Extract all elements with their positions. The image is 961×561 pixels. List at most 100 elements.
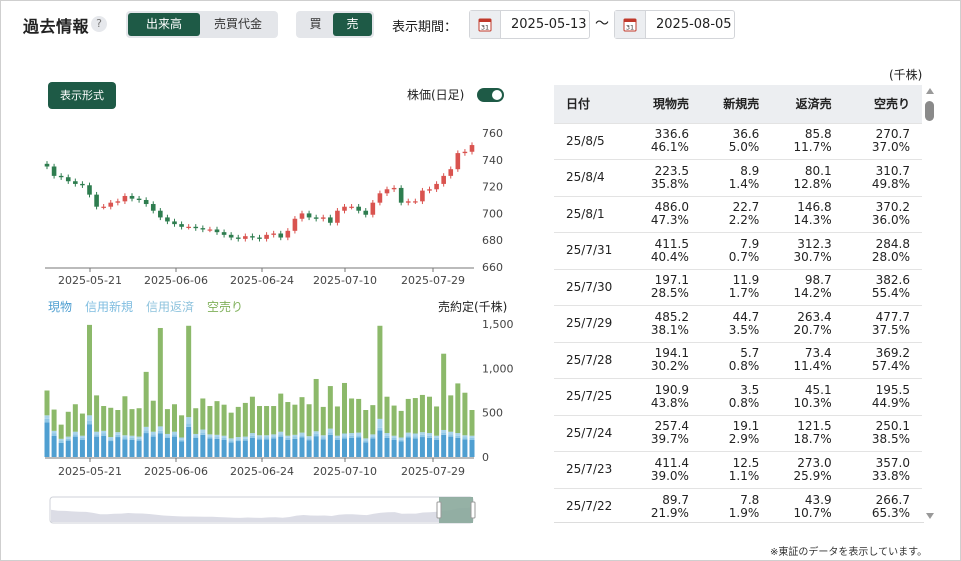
volume-bar-1	[448, 436, 454, 457]
scroll-up-icon[interactable]	[926, 88, 934, 94]
cell-value: 11.9	[732, 273, 760, 288]
volume-bar-1	[419, 437, 425, 457]
row-cell: 357.0 33.8%	[844, 452, 922, 489]
date-to-field[interactable]: 31 2025-08-05	[614, 10, 735, 39]
volume-bar-2	[157, 430, 163, 434]
volume-bar-4	[264, 406, 270, 436]
candle-body	[469, 145, 475, 152]
volume-bar-2	[150, 434, 156, 437]
side-toggle: 買 売	[296, 11, 374, 38]
volume-bar-2	[79, 437, 85, 440]
data-table-container[interactable]: 日付 現物売 新規売 返済売 空売り 25/8/5 336.6 46.1% 36.6 5…	[554, 85, 924, 523]
volume-bar-2	[44, 418, 50, 423]
help-icon[interactable]: ?	[91, 16, 107, 32]
row-cell: 312.3 30.7%	[771, 233, 843, 270]
volume-bar-3	[221, 435, 227, 438]
candle-body	[441, 175, 446, 184]
row-cell: 3.5 0.8%	[701, 379, 771, 416]
volume-bar-2	[349, 435, 355, 438]
candle-body	[342, 206, 347, 211]
candle-body	[44, 163, 50, 167]
volume-bar-2	[108, 439, 114, 442]
metric-toggle: 出来高 売買代金	[126, 11, 278, 38]
candle-body	[143, 200, 149, 205]
volume-bar-1	[434, 439, 440, 457]
volume-bar-3	[115, 432, 121, 435]
side-buy-button[interactable]: 買	[309, 17, 322, 31]
volume-bar-1	[427, 437, 432, 457]
candle-body	[384, 189, 390, 194]
scroll-thumb[interactable]	[925, 101, 934, 121]
row-cell: 370.2 36.0%	[844, 196, 922, 233]
candle-body	[335, 210, 340, 223]
scroll-down-icon[interactable]	[926, 513, 934, 519]
price-toggle-switch[interactable]	[477, 88, 504, 102]
volume-bar-1	[242, 440, 248, 457]
volume-bar-2	[143, 430, 149, 434]
row-cell: 270.7 37.0%	[844, 123, 922, 160]
volume-bar-1	[143, 433, 149, 457]
volume-bar-4	[412, 398, 418, 434]
volume-bar-4	[143, 371, 149, 427]
date-from-field[interactable]: 31 2025-05-13	[469, 10, 590, 39]
volume-bar-1	[285, 439, 291, 457]
volume-bar-2	[306, 438, 312, 441]
volume-bar-4	[398, 410, 404, 438]
table-unit: (千株)	[889, 68, 923, 82]
row-cell: 223.5 35.8%	[625, 160, 701, 197]
volume-bar-4	[108, 407, 114, 438]
candle-body	[448, 169, 454, 176]
volume-bar-4	[242, 402, 248, 437]
row-cell: 382.6 55.4%	[844, 269, 922, 306]
candle-body	[398, 187, 404, 203]
volume-bar-2	[186, 423, 192, 427]
metric-volume-button[interactable]: 出来高	[128, 13, 200, 36]
cell-value: 411.4	[654, 455, 689, 470]
volume-legend: 現物 信用新規 信用返済 空売り	[48, 298, 243, 315]
row-cell: 22.7 2.2%	[701, 196, 771, 233]
price-y-tick: 660	[482, 261, 503, 274]
volume-bar-1	[405, 437, 411, 457]
volume-bar-4	[87, 324, 92, 416]
volume-bar-3	[214, 434, 220, 438]
side-sell-button[interactable]: 売	[333, 13, 372, 36]
metric-turnover-button[interactable]: 売買代金	[213, 17, 262, 31]
volume-bar-4	[427, 396, 432, 434]
volume-bar-3	[228, 438, 234, 441]
table-row: 25/8/4 223.5 35.8% 8.9 1.4% 80.1 12.8% 310.7 49.…	[554, 159, 922, 197]
row-cell: 121.5 18.7%	[771, 415, 843, 452]
calendar-icon[interactable]: 31	[615, 11, 646, 38]
cell-value: 270.7	[875, 127, 910, 142]
volume-bar-4	[370, 405, 376, 435]
calendar-icon[interactable]: 31	[470, 11, 501, 38]
cell-percent: 37.5%	[871, 322, 910, 337]
legend-shinki[interactable]: 信用新規	[85, 300, 134, 314]
volume-bar-2	[377, 427, 383, 431]
candle-body	[264, 234, 269, 239]
cell-value: 477.7	[875, 309, 910, 324]
volume-bar-3	[44, 415, 50, 419]
cell-percent: 30.7%	[793, 249, 832, 264]
volume-bar-1	[455, 437, 461, 457]
volume-bar-2	[235, 439, 241, 442]
volume-bar-3	[249, 433, 255, 436]
volume-bar-3	[200, 429, 206, 433]
candle-body	[413, 201, 418, 203]
volume-bar-1	[356, 437, 362, 457]
volume-bar-4	[115, 410, 121, 433]
legend-karauri[interactable]: 空売り	[207, 300, 244, 314]
legend-genbutsu[interactable]: 現物	[48, 300, 73, 314]
volume-bar-2	[292, 437, 298, 439]
table-scrollbar[interactable]	[925, 85, 935, 523]
volume-bar-4	[342, 382, 347, 434]
volume-bar-3	[79, 435, 85, 438]
volume-bar-1	[72, 436, 78, 457]
candle-body	[363, 210, 369, 215]
candle-body	[427, 189, 432, 191]
candle-body	[73, 181, 78, 184]
legend-hensai[interactable]: 信用返済	[146, 300, 195, 314]
candle-body	[87, 185, 92, 195]
volume-bar-3	[469, 435, 475, 438]
display-format-button[interactable]: 表示形式	[48, 82, 116, 109]
